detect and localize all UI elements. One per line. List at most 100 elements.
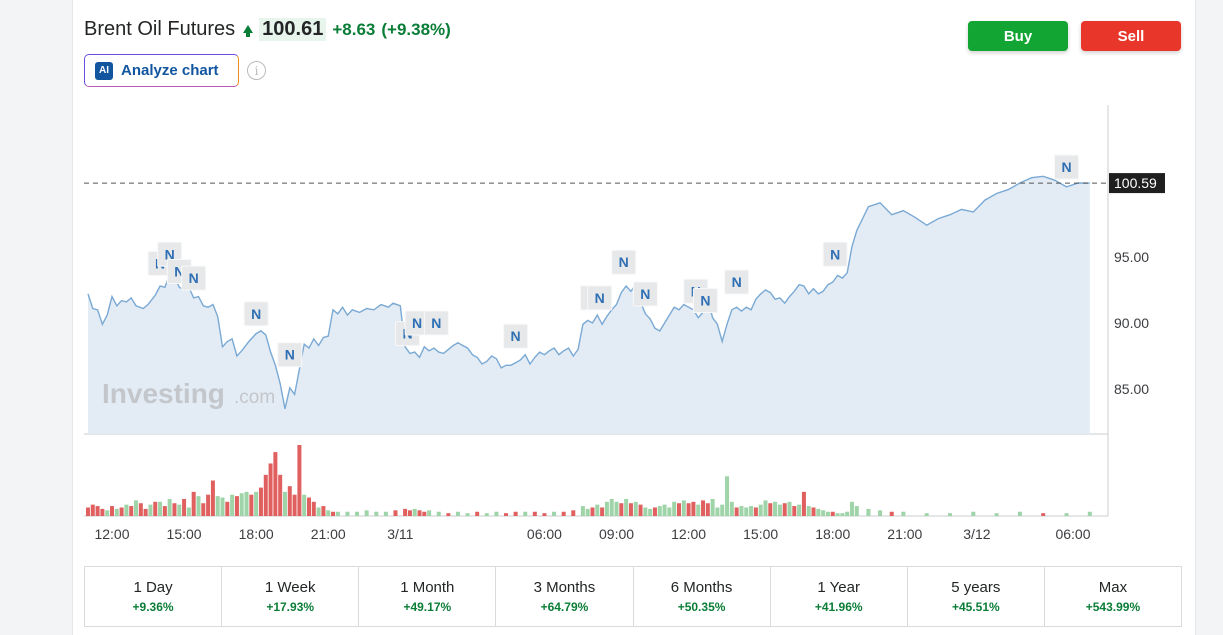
news-marker-label: N bbox=[595, 290, 605, 306]
y-tick-label: 90.00 bbox=[1114, 315, 1149, 331]
volume-bar bbox=[254, 491, 259, 516]
volume-bar bbox=[186, 507, 191, 516]
volume-bar bbox=[143, 508, 148, 516]
volume-bar bbox=[244, 491, 249, 516]
watermark-suffix: .com bbox=[234, 387, 275, 408]
volume-bar bbox=[249, 494, 254, 516]
news-marker bbox=[423, 310, 449, 336]
volume-bar bbox=[162, 506, 167, 516]
volume-bar bbox=[345, 511, 350, 516]
x-tick-label: 18:00 bbox=[239, 526, 274, 542]
volume-bar bbox=[417, 510, 422, 516]
news-marker bbox=[243, 301, 269, 327]
info-icon[interactable]: i bbox=[247, 61, 266, 80]
x-tick-label: 12:00 bbox=[671, 526, 706, 542]
news-marker bbox=[611, 249, 637, 275]
volume-bar bbox=[792, 506, 797, 516]
volume-bar bbox=[619, 503, 624, 516]
news-marker bbox=[632, 281, 658, 307]
volume-bar bbox=[994, 513, 999, 516]
volume-bar bbox=[167, 498, 172, 516]
volume-bar bbox=[258, 487, 263, 516]
volume-bar bbox=[590, 507, 595, 516]
news-marker bbox=[1054, 154, 1080, 180]
volume-bar bbox=[744, 507, 749, 516]
volume-bar bbox=[705, 503, 710, 516]
volume-bar bbox=[686, 503, 691, 516]
news-marker bbox=[503, 323, 529, 349]
volume-bar bbox=[335, 511, 340, 516]
volume-bar bbox=[287, 486, 292, 516]
y-tick-label: 85.00 bbox=[1114, 381, 1149, 397]
volume-bar bbox=[696, 504, 701, 516]
volume-bar bbox=[523, 511, 528, 516]
volume-bar bbox=[95, 506, 100, 516]
period-label: 3 Months bbox=[533, 579, 596, 596]
volume-bar bbox=[475, 511, 480, 516]
volume-bar bbox=[484, 513, 489, 516]
volume-bar bbox=[297, 445, 302, 516]
volume-bar bbox=[403, 508, 408, 516]
volume-bar bbox=[600, 507, 605, 516]
volume-bar bbox=[1041, 513, 1046, 516]
volume-bar bbox=[552, 511, 557, 516]
period-5-years[interactable]: 5 years +45.51% bbox=[908, 567, 1045, 626]
period-change: +41.96% bbox=[814, 600, 863, 614]
news-marker-label: N bbox=[174, 263, 184, 279]
news-marker-label: N bbox=[189, 270, 199, 286]
volume-bar bbox=[465, 513, 470, 516]
news-marker-label: N bbox=[619, 254, 629, 270]
volume-bar bbox=[715, 507, 720, 516]
period-1-week[interactable]: 1 Week +17.93% bbox=[222, 567, 360, 626]
volume-bar bbox=[901, 511, 906, 516]
volume-bar bbox=[206, 494, 211, 516]
volume-bar bbox=[758, 504, 763, 516]
price-area bbox=[87, 176, 1090, 435]
buy-button[interactable]: Buy bbox=[968, 21, 1068, 51]
volume-bar bbox=[134, 500, 139, 516]
volume-bar bbox=[739, 506, 744, 516]
sell-button[interactable]: Sell bbox=[1081, 21, 1181, 51]
volume-bar bbox=[773, 501, 778, 516]
volume-bar bbox=[230, 494, 235, 516]
volume-bar bbox=[321, 506, 326, 516]
volume-bar bbox=[1017, 511, 1022, 516]
volume-bar bbox=[278, 474, 283, 516]
volume-bar bbox=[878, 510, 883, 516]
period-1-day[interactable]: 1 Day +9.36% bbox=[85, 567, 223, 626]
period-1-year[interactable]: 1 Year +41.96% bbox=[771, 567, 908, 626]
volume-bar bbox=[830, 511, 835, 516]
volume-bar bbox=[825, 511, 830, 516]
volume-bar bbox=[561, 511, 566, 516]
ai-icon: AI bbox=[95, 61, 113, 80]
volume-bar bbox=[662, 504, 667, 516]
volume-bar bbox=[504, 513, 509, 516]
news-marker bbox=[277, 342, 303, 368]
volume-bar bbox=[105, 510, 110, 516]
news-marker-label: N bbox=[732, 274, 742, 290]
volume-bar bbox=[580, 506, 585, 516]
volume-bar bbox=[672, 501, 677, 516]
volume-bar bbox=[407, 510, 412, 516]
period-1-month[interactable]: 1 Month +49.17% bbox=[359, 567, 497, 626]
news-marker-label: N bbox=[251, 306, 261, 322]
period-3-months[interactable]: 3 Months +64.79% bbox=[496, 567, 634, 626]
volume-bar bbox=[643, 507, 648, 516]
period-change: +17.93% bbox=[266, 600, 315, 614]
y-tick-label: 95.00 bbox=[1114, 249, 1149, 265]
volume-bar bbox=[191, 491, 196, 516]
period-max[interactable]: Max +543.99% bbox=[1045, 567, 1181, 626]
price-change: +8.63 bbox=[332, 20, 376, 39]
volume-bar bbox=[446, 513, 451, 516]
volume-bar bbox=[114, 508, 119, 516]
volume-bar bbox=[494, 511, 499, 516]
instrument-header: Brent Oil Futures 100.61 +8.63 (+9.38%) bbox=[84, 18, 451, 41]
analyze-chart-button[interactable]: AI Analyze chart bbox=[84, 54, 239, 87]
volume-bar bbox=[311, 501, 316, 516]
period-change: +50.35% bbox=[677, 600, 726, 614]
x-tick-label: 3/12 bbox=[963, 526, 990, 542]
volume-bar bbox=[282, 491, 287, 516]
instrument-name: Brent Oil Futures bbox=[84, 18, 236, 40]
period-6-months[interactable]: 6 Months +50.35% bbox=[634, 567, 771, 626]
